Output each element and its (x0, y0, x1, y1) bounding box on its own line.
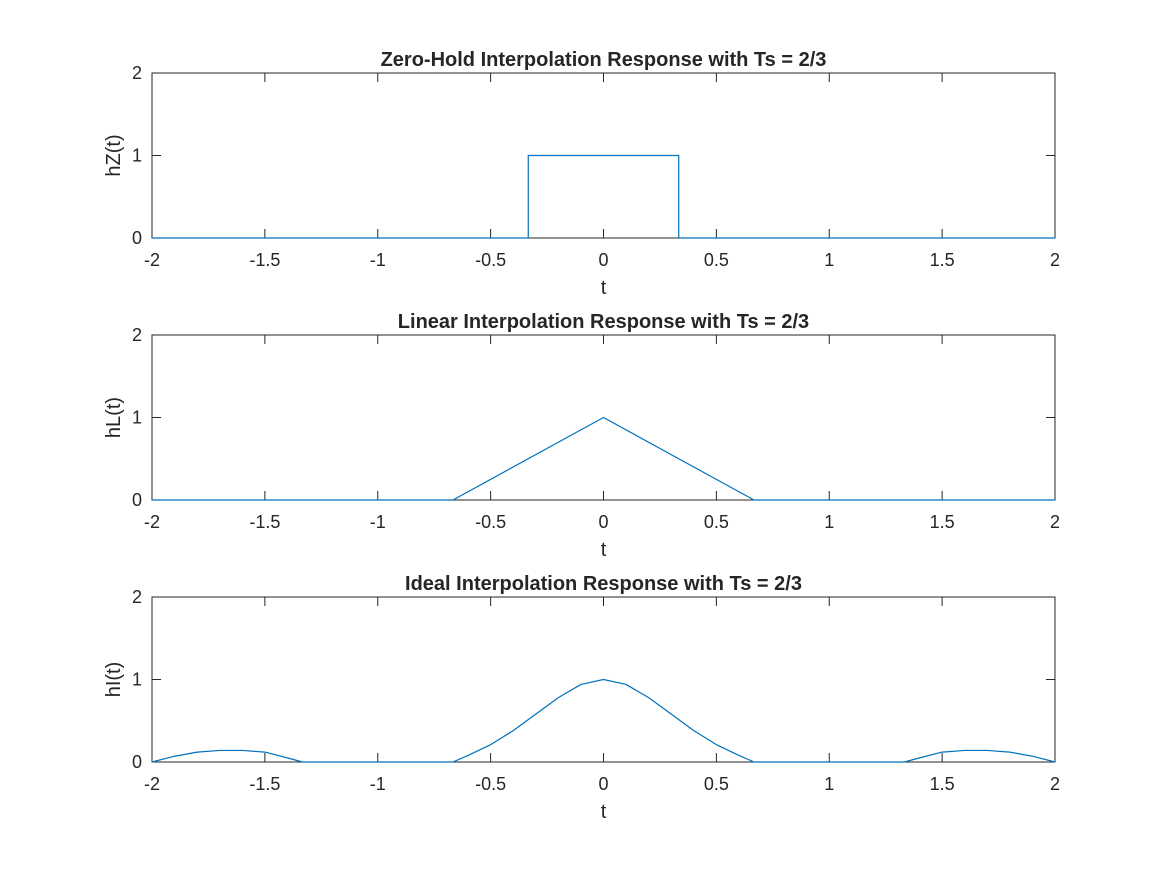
x-tick-label: -1.5 (249, 512, 280, 532)
subplot-1: -2 -1.5 -1 -0.5 0 0.5 1 1.5 2 0 1 2 Zero-Hold Interp… (103, 49, 1060, 299)
x-tick-label: -1.5 (249, 774, 280, 794)
x-tick-label: -1 (370, 250, 386, 270)
series-line (152, 416, 1055, 501)
subplot-title: Ideal Interpolation Response with Ts = 2… (405, 573, 802, 595)
x-tick-label: -1 (370, 512, 386, 532)
y-tick-label: 2 (132, 587, 142, 607)
x-tick-label: 1 (824, 774, 834, 794)
subplot-title: Linear Interpolation Response with Ts = … (398, 311, 809, 333)
y-axis-label: hL(t) (103, 397, 125, 438)
x-tick-label: 2 (1050, 774, 1060, 794)
x-axis-label: t (601, 277, 607, 299)
subplot-3: -2 -1.5 -1 -0.5 0 0.5 1 1.5 2 0 1 2 Ideal Interpolat… (103, 573, 1060, 823)
x-tick-label: -2 (144, 512, 160, 532)
y-tick-label: 2 (132, 63, 142, 83)
x-tick-label: -2 (144, 774, 160, 794)
subplot-title: Zero-Hold Interpolation Response with Ts… (381, 49, 827, 71)
x-tick-label: -0.5 (475, 774, 506, 794)
x-axis-label: t (601, 801, 607, 823)
x-tick-label: 0 (598, 774, 608, 794)
x-tick-label: -1 (370, 774, 386, 794)
y-tick-label: 1 (132, 670, 142, 690)
x-tick-label: 1 (824, 512, 834, 532)
series-line (152, 154, 1055, 239)
x-tick-label: 1.5 (930, 250, 955, 270)
x-tick-label: 1.5 (930, 774, 955, 794)
x-tick-label: 2 (1050, 250, 1060, 270)
y-tick-label: 1 (132, 408, 142, 428)
series-line (151, 678, 1056, 763)
x-tick-label: -0.5 (475, 512, 506, 532)
y-tick-label: 0 (132, 490, 142, 510)
y-tick-label: 1 (132, 146, 142, 166)
x-tick-label: 0.5 (704, 250, 729, 270)
x-tick-label: 2 (1050, 512, 1060, 532)
x-tick-label: 0.5 (704, 774, 729, 794)
x-tick-label: -2 (144, 250, 160, 270)
y-axis-label: hI(t) (103, 662, 125, 698)
x-tick-label: 0 (598, 512, 608, 532)
y-tick-label: 0 (132, 228, 142, 248)
y-axis-label: hZ(t) (103, 134, 125, 176)
x-tick-label: 0 (598, 250, 608, 270)
subplot-2: -2 -1.5 -1 -0.5 0 0.5 1 1.5 2 0 1 2 Linear Interpola… (103, 311, 1060, 561)
x-tick-label: -1.5 (249, 250, 280, 270)
x-tick-label: -0.5 (475, 250, 506, 270)
x-axis-label: t (601, 539, 607, 561)
x-tick-label: 1 (824, 250, 834, 270)
x-tick-label: 1.5 (930, 512, 955, 532)
x-tick-label: 0.5 (704, 512, 729, 532)
y-tick-label: 2 (132, 325, 142, 345)
y-tick-label: 0 (132, 752, 142, 772)
